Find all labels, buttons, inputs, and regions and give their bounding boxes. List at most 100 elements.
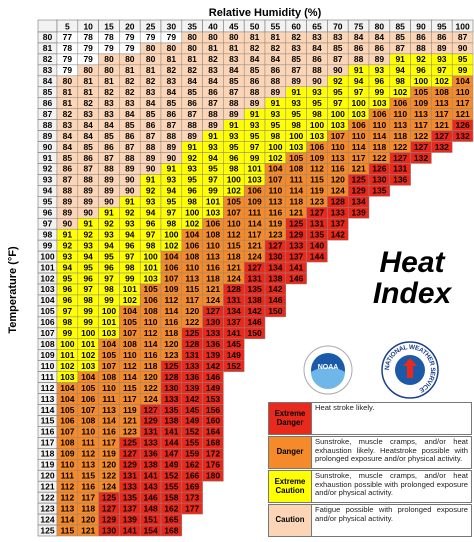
heat-value: 108 (81, 416, 95, 426)
heat-value: 117 (81, 492, 95, 502)
heat-value: 128 (185, 339, 199, 349)
heat-value: 130 (102, 525, 116, 535)
heat-value: 120 (331, 175, 345, 185)
column-header: 90 (416, 21, 426, 31)
column-header: 95 (437, 21, 447, 31)
heat-value: 114 (102, 416, 116, 426)
heat-value: 106 (144, 295, 158, 305)
heat-value: 90 (63, 218, 73, 228)
heat-value: 102 (268, 153, 282, 163)
heat-value: 102 (60, 361, 74, 371)
heat-value: 84 (63, 131, 73, 141)
header-corner (37, 19, 58, 33)
heat-value: 113 (435, 98, 449, 108)
heat-value: 94 (83, 251, 93, 261)
heat-value: 131 (144, 427, 158, 437)
heat-value: 91 (250, 109, 260, 119)
heat-value: 137 (123, 503, 137, 513)
heat-value: 110 (227, 218, 241, 228)
heat-value: 96 (83, 273, 93, 283)
heat-value: 95 (167, 197, 177, 207)
heat-value: 83 (104, 109, 114, 119)
heat-value: 95 (271, 120, 281, 130)
heat-cell (223, 360, 245, 372)
heat-value: 129 (352, 186, 366, 196)
heat-value: 102 (435, 76, 449, 86)
heat-value: 110 (102, 383, 116, 393)
heat-value: 100 (414, 76, 428, 86)
heat-value: 134 (352, 197, 366, 207)
heat-value: 86 (146, 120, 156, 130)
heat-value: 173 (185, 492, 199, 502)
heat-value: 138 (248, 295, 262, 305)
heat-value: 81 (104, 76, 114, 86)
heat-value: 89 (187, 131, 197, 141)
heat-value: 82 (250, 43, 260, 53)
heat-value: 84 (354, 32, 364, 42)
heat-value: 149 (227, 350, 241, 360)
heat-value: 145 (227, 339, 241, 349)
heat-value: 103 (352, 109, 366, 119)
heat-value: 101 (144, 262, 158, 272)
heat-value: 142 (268, 284, 282, 294)
heat-value: 81 (250, 32, 260, 42)
heat-value: 89 (83, 197, 93, 207)
heat-value: 97 (354, 87, 364, 97)
heat-value: 136 (144, 449, 158, 459)
heat-value: 98 (271, 131, 281, 141)
heat-value: 96 (416, 65, 426, 75)
heat-value: 156 (206, 405, 220, 415)
column-header: 70 (333, 21, 343, 31)
heat-value: 110 (269, 186, 283, 196)
heat-value: 141 (164, 427, 178, 437)
heat-value: 168 (164, 525, 178, 535)
row-header: 114 (41, 405, 55, 415)
heat-value: 106 (352, 120, 366, 130)
heat-value: 116 (269, 208, 283, 218)
heat-value: 90 (167, 153, 177, 163)
heat-value: 93 (312, 87, 322, 97)
heat-value: 99 (63, 328, 73, 338)
heat-value: 91 (167, 164, 177, 174)
row-header: 94 (43, 186, 53, 196)
heat-value: 79 (125, 32, 135, 42)
heat-value: 93 (125, 218, 135, 228)
heat-value: 140 (310, 240, 324, 250)
column-header: 5 (65, 21, 70, 31)
heat-cell (202, 470, 224, 482)
heat-value: 90 (458, 43, 468, 53)
heat-value: 118 (289, 197, 303, 207)
heat-value: 113 (331, 153, 345, 163)
heat-value: 80 (125, 54, 135, 64)
heat-value: 131 (123, 470, 137, 480)
heat-value: 125 (164, 361, 178, 371)
heat-value: 114 (144, 339, 158, 349)
heat-value: 85 (395, 32, 405, 42)
heat-value: 135 (310, 229, 324, 239)
heat-value: 139 (123, 514, 137, 524)
heat-value: 134 (227, 306, 241, 316)
heat-value: 81 (63, 98, 73, 108)
heat-value: 107 (102, 361, 116, 371)
row-header: 110 (41, 361, 55, 371)
heat-value: 95 (83, 262, 93, 272)
heat-value: 129 (123, 460, 137, 470)
heat-value: 146 (144, 492, 158, 502)
heat-cell (181, 502, 203, 515)
heat-value: 172 (206, 449, 220, 459)
heat-value: 117 (435, 109, 449, 119)
heat-value: 92 (333, 76, 343, 86)
row-header: 109 (40, 350, 54, 360)
heat-value: 80 (104, 65, 114, 75)
heat-value: 139 (185, 383, 199, 393)
heat-value: 87 (187, 109, 197, 119)
heat-value: 95 (63, 273, 73, 283)
heat-value: 90 (312, 76, 322, 86)
row-header: 102 (40, 273, 54, 283)
heat-value: 118 (373, 142, 387, 152)
heat-value: 81 (63, 87, 73, 97)
heat-value: 81 (208, 43, 218, 53)
heat-value: 103 (81, 361, 95, 371)
heat-value: 89 (271, 87, 281, 97)
heat-value: 83 (63, 120, 73, 130)
